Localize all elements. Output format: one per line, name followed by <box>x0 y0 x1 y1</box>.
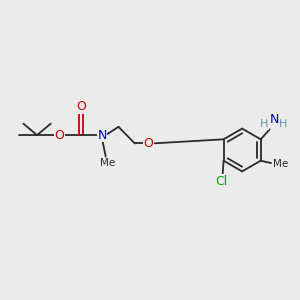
Text: Me: Me <box>273 159 288 169</box>
Text: O: O <box>143 137 153 150</box>
Text: H: H <box>260 119 269 129</box>
Text: N: N <box>98 129 107 142</box>
Text: H: H <box>279 119 288 129</box>
Text: Me: Me <box>100 158 116 168</box>
Text: Cl: Cl <box>215 175 227 188</box>
Text: O: O <box>54 129 64 142</box>
Text: O: O <box>76 100 86 113</box>
Text: N: N <box>269 113 279 127</box>
